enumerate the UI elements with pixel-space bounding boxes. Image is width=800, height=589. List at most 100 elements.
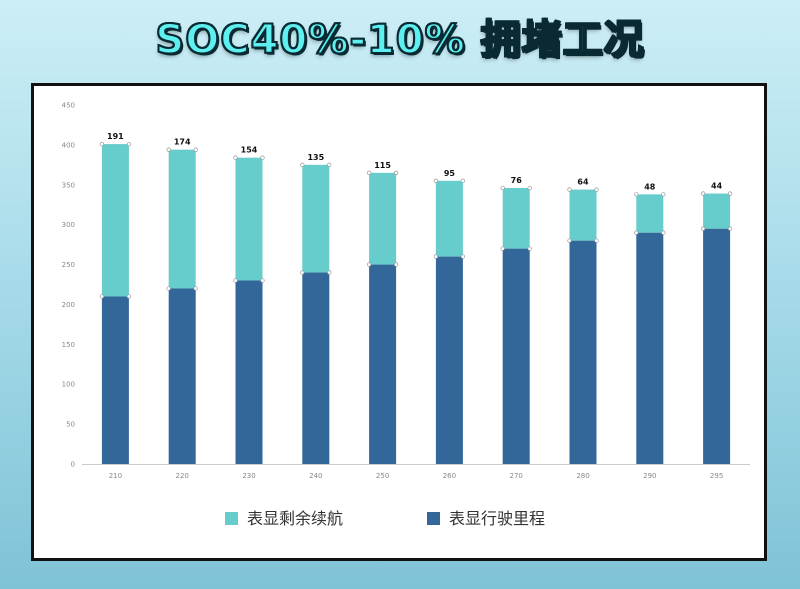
bar-segment-remaining bbox=[703, 193, 731, 229]
bar-corner-marker bbox=[727, 191, 733, 196]
bar-corner-marker bbox=[700, 191, 706, 196]
bar-corner-marker bbox=[166, 147, 171, 152]
legend-label: 表显行驶里程 bbox=[449, 509, 545, 528]
bar-corner-marker bbox=[594, 187, 599, 192]
data-label: 135 bbox=[307, 153, 324, 162]
y-tick-label: 50 bbox=[66, 421, 75, 429]
bar-corner-marker bbox=[567, 238, 572, 243]
bar-corner-marker bbox=[500, 246, 505, 251]
bar-corner-marker bbox=[393, 262, 399, 267]
x-tick-label: 220 bbox=[176, 472, 189, 480]
x-tick-label: 240 bbox=[309, 472, 322, 480]
data-label: 191 bbox=[107, 132, 124, 141]
bar-corner-marker bbox=[300, 162, 305, 167]
legend: 表显剩余续航 表显行驶里程 bbox=[225, 509, 545, 528]
bars: 191 174 154 135 115 95 76 64 48 44 bbox=[99, 132, 733, 464]
stacked-bar-chart: 0 50 100 150 200 250 300 350 400 450 191 174 154 135… bbox=[62, 102, 750, 528]
bar-corner-marker bbox=[300, 270, 305, 275]
y-tick-label: 300 bbox=[62, 221, 75, 229]
bar-segment-remaining bbox=[235, 157, 263, 281]
bar-corner-marker bbox=[700, 226, 706, 231]
bar-corner-marker bbox=[260, 278, 265, 283]
bar-segment-driven bbox=[435, 256, 463, 464]
bar-corner-marker bbox=[567, 187, 572, 192]
bar-segment-remaining bbox=[302, 164, 330, 273]
bar-corner-marker bbox=[500, 185, 505, 191]
data-label: 115 bbox=[374, 161, 391, 170]
bar-corner-marker bbox=[594, 238, 599, 243]
y-tick-label: 400 bbox=[62, 141, 75, 149]
bar-segment-remaining bbox=[369, 172, 397, 265]
y-tick-label: 0 bbox=[71, 461, 75, 469]
y-tick-label: 150 bbox=[62, 341, 75, 349]
bar-corner-marker bbox=[193, 286, 198, 291]
bar-segment-remaining bbox=[101, 144, 129, 297]
bar-corner-marker bbox=[366, 170, 372, 175]
y-tick-label: 250 bbox=[62, 261, 75, 269]
data-label: 48 bbox=[644, 182, 656, 191]
data-label: 154 bbox=[241, 146, 258, 155]
bar-segment-driven bbox=[703, 228, 731, 464]
y-axis: 0 50 100 150 200 250 300 350 400 450 bbox=[62, 102, 75, 469]
legend-label: 表显剩余续航 bbox=[247, 509, 343, 528]
bar-segment-driven bbox=[636, 232, 664, 464]
x-tick-label: 230 bbox=[242, 472, 255, 480]
bar-segment-remaining bbox=[502, 187, 530, 249]
bar-corner-marker bbox=[433, 178, 439, 183]
bar-corner-marker bbox=[193, 147, 198, 152]
x-tick-label: 210 bbox=[109, 472, 122, 480]
bar-corner-marker bbox=[727, 226, 733, 231]
bar-corner-marker bbox=[661, 192, 666, 197]
bar-corner-marker bbox=[166, 286, 171, 291]
data-label: 95 bbox=[444, 169, 456, 178]
x-axis: 210 220 230 240 250 260 270 280 290 295 bbox=[82, 464, 750, 480]
y-tick-label: 350 bbox=[62, 181, 75, 189]
y-tick-label: 450 bbox=[62, 102, 75, 110]
bar-segment-driven bbox=[101, 296, 129, 464]
x-tick-label: 250 bbox=[376, 472, 389, 480]
bar-segment-driven bbox=[569, 240, 597, 464]
legend-swatch bbox=[225, 512, 238, 525]
bar-corner-marker bbox=[661, 230, 666, 235]
data-label: 44 bbox=[711, 182, 723, 191]
x-tick-label: 295 bbox=[710, 472, 723, 480]
y-tick-label: 100 bbox=[62, 381, 75, 389]
bar-segment-remaining bbox=[435, 180, 463, 257]
legend-swatch bbox=[427, 512, 440, 525]
bar-corner-marker bbox=[393, 170, 399, 175]
data-label: 76 bbox=[511, 176, 523, 185]
data-label: 64 bbox=[577, 178, 589, 187]
x-tick-label: 290 bbox=[643, 472, 656, 480]
bar-corner-marker bbox=[634, 192, 639, 197]
bar-corner-marker bbox=[126, 141, 132, 147]
bar-corner-marker bbox=[260, 155, 265, 160]
x-tick-label: 280 bbox=[576, 472, 589, 480]
bar-segment-driven bbox=[369, 264, 397, 464]
bar-segment-driven bbox=[302, 272, 330, 464]
bar-segment-driven bbox=[502, 248, 530, 464]
bar-segment-driven bbox=[235, 280, 263, 464]
page-title: SOC40%-10% 拥堵工况 bbox=[154, 16, 645, 64]
bar-corner-marker bbox=[460, 178, 466, 183]
bar-corner-marker bbox=[233, 278, 238, 283]
bar-corner-marker bbox=[460, 254, 466, 259]
bar-segment-remaining bbox=[168, 149, 196, 289]
bar-segment-remaining bbox=[569, 189, 597, 241]
bar-corner-marker bbox=[366, 262, 372, 267]
bar-corner-marker bbox=[233, 155, 238, 160]
bar-segment-driven bbox=[168, 288, 196, 464]
bar-corner-marker bbox=[99, 141, 105, 147]
bar-segment-remaining bbox=[636, 194, 664, 233]
bar-corner-marker bbox=[327, 270, 332, 275]
bar-corner-marker bbox=[527, 185, 532, 191]
x-tick-label: 270 bbox=[510, 472, 523, 480]
bar-corner-marker bbox=[126, 294, 132, 299]
data-label: 174 bbox=[174, 138, 191, 147]
bar-corner-marker bbox=[99, 294, 105, 299]
y-tick-label: 200 bbox=[62, 301, 75, 309]
chart-card: 0 50 100 150 200 250 300 350 400 450 191 174 154 135… bbox=[31, 83, 767, 561]
bar-corner-marker bbox=[433, 254, 439, 259]
bar-corner-marker bbox=[527, 246, 532, 251]
x-tick-label: 260 bbox=[443, 472, 456, 480]
bar-corner-marker bbox=[634, 230, 639, 235]
